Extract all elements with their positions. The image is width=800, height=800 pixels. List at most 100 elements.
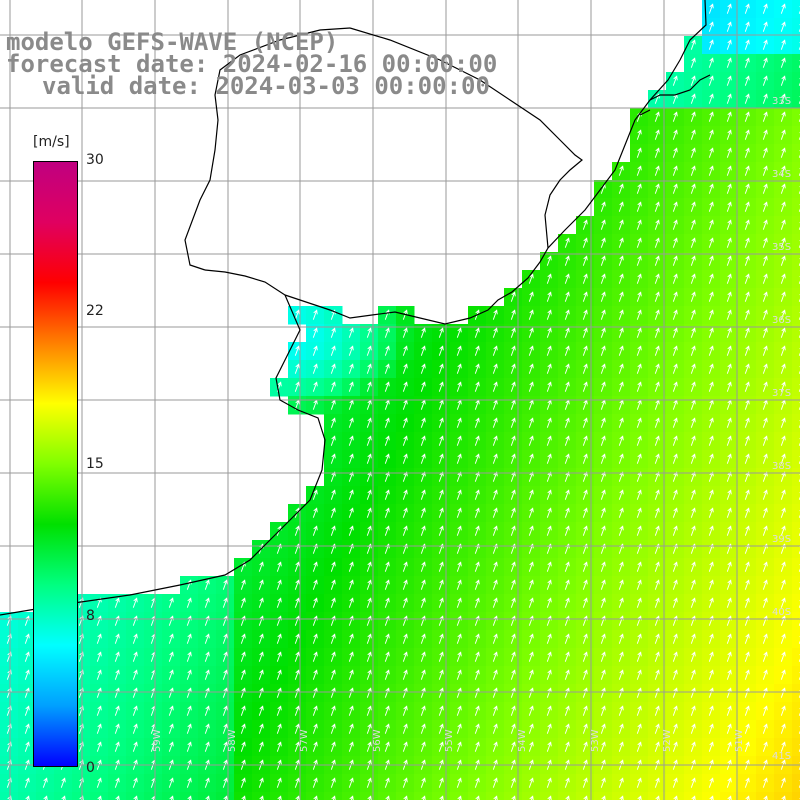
wind-arrow <box>654 417 660 428</box>
wind-arrow <box>600 489 606 500</box>
wind-arrow <box>492 489 498 500</box>
wind-arrow <box>708 381 714 392</box>
wind-arrow <box>708 597 714 608</box>
wind-arrow <box>690 309 696 320</box>
wind-arrow <box>690 489 696 500</box>
wind-arrow <box>618 579 624 590</box>
wind-speed-cell <box>792 216 800 235</box>
wind-arrow <box>528 561 534 572</box>
wind-arrow <box>564 327 570 338</box>
wind-arrow <box>402 417 408 428</box>
wind-arrow <box>745 795 750 800</box>
wind-speed-cell <box>630 792 649 800</box>
wind-arrow <box>528 669 534 680</box>
wind-arrow <box>132 633 138 644</box>
wind-arrow <box>780 291 786 302</box>
wind-arrow <box>726 21 732 32</box>
wind-arrow <box>402 327 408 338</box>
wind-arrow <box>672 201 678 212</box>
wind-speed-cell <box>54 792 73 800</box>
wind-arrow <box>780 579 786 590</box>
wind-arrow <box>744 687 750 698</box>
wind-arrow <box>726 39 732 50</box>
wind-arrow <box>600 201 606 212</box>
wind-arrow <box>366 705 372 716</box>
wind-arrow <box>438 471 444 482</box>
wind-arrow <box>672 777 678 788</box>
wind-arrow <box>312 777 318 788</box>
wind-arrow <box>492 345 498 356</box>
wind-arrow <box>439 795 444 800</box>
wind-speed-cell <box>792 648 800 667</box>
wind-speed-cell <box>792 72 800 91</box>
wind-arrow <box>762 111 768 122</box>
wind-arrow <box>673 795 678 800</box>
wind-arrow <box>780 453 786 464</box>
wind-arrow <box>384 525 390 536</box>
wind-arrow <box>672 345 678 356</box>
wind-arrow <box>618 507 624 518</box>
wind-arrow <box>24 651 30 662</box>
wind-arrow <box>312 309 318 320</box>
wind-arrow <box>780 525 786 536</box>
wind-arrow <box>726 507 732 518</box>
wind-arrow <box>366 471 372 482</box>
wind-speed-cell <box>792 558 800 577</box>
wind-arrow <box>366 579 372 590</box>
wind-arrow <box>744 219 750 230</box>
wind-arrow <box>708 561 714 572</box>
wind-arrow <box>762 435 768 446</box>
wind-arrow <box>708 651 714 662</box>
wind-speed-cell <box>792 396 800 415</box>
wind-speed-cell <box>360 792 379 800</box>
wind-arrow <box>780 75 786 86</box>
colorbar-unit: [m/s] <box>33 134 70 150</box>
wind-arrow <box>492 723 498 734</box>
wind-arrow <box>636 381 642 392</box>
wind-arrow <box>546 381 552 392</box>
wind-arrow <box>25 795 30 800</box>
wind-arrow <box>493 795 498 800</box>
wind-arrow <box>330 453 336 464</box>
wind-arrow <box>708 255 714 266</box>
wind-arrow <box>780 471 786 482</box>
latitude-label: 37S <box>772 388 791 399</box>
wind-arrow <box>744 651 750 662</box>
wind-arrow <box>655 795 660 800</box>
wind-arrow <box>618 363 624 374</box>
wind-arrow <box>726 453 732 464</box>
wind-arrow <box>492 777 498 788</box>
wind-arrow <box>726 561 732 572</box>
wind-arrow <box>762 471 768 482</box>
wind-speed-cell <box>792 414 800 433</box>
wind-arrow <box>348 435 354 446</box>
wind-arrow <box>294 777 300 788</box>
wind-arrow <box>618 273 624 284</box>
wind-arrow <box>708 471 714 482</box>
wind-arrow <box>474 561 480 572</box>
wind-arrow <box>402 435 408 446</box>
wind-arrow <box>582 219 588 230</box>
wind-arrow <box>420 741 426 752</box>
wind-arrow <box>204 669 210 680</box>
wind-arrow <box>690 597 696 608</box>
wind-arrow <box>672 561 678 572</box>
wind-arrow <box>600 273 606 284</box>
wind-arrow <box>457 795 462 800</box>
wind-arrow <box>654 489 660 500</box>
wind-arrow <box>204 633 210 644</box>
wind-arrow <box>510 597 516 608</box>
wind-arrow <box>672 525 678 536</box>
wind-arrow <box>654 111 660 122</box>
wind-speed-cell <box>756 792 775 800</box>
wind-arrow <box>294 525 300 536</box>
wind-arrow <box>780 345 786 356</box>
wind-arrow <box>240 579 246 590</box>
wind-arrow <box>366 453 372 464</box>
wind-arrow <box>744 327 750 338</box>
wind-arrow <box>600 255 606 266</box>
latitude-label: 36S <box>772 315 791 326</box>
wind-arrow <box>780 165 786 176</box>
wind-arrow <box>330 705 336 716</box>
